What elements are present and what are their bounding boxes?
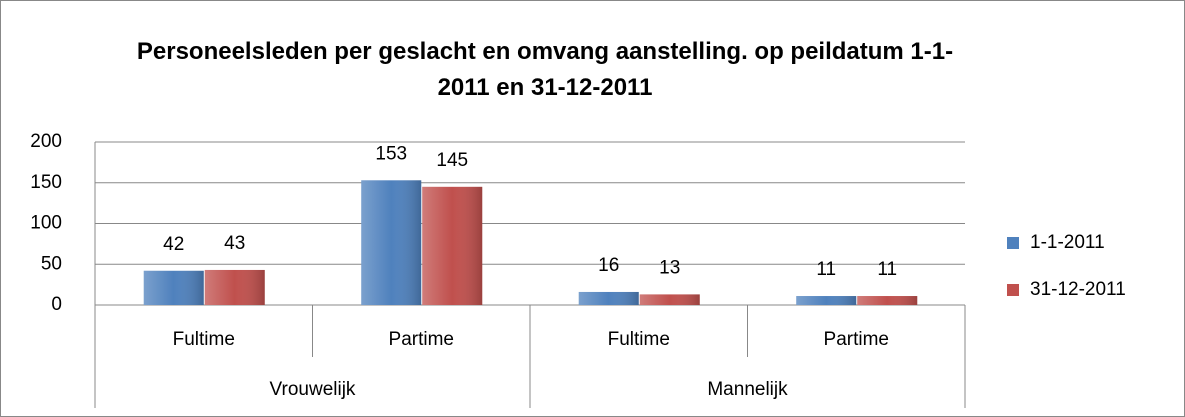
group-label: Vrouwelijk: [270, 379, 356, 400]
data-label: 13: [659, 257, 680, 278]
data-label: 153: [375, 143, 407, 164]
x-tick-label: Partime: [824, 329, 889, 350]
legend-label: 1-1-2011: [1030, 232, 1105, 253]
data-label: 16: [598, 255, 619, 276]
y-tick-label: 100: [30, 213, 62, 234]
legend-swatch: [1007, 284, 1019, 296]
legend-label: 31-12-2011: [1030, 279, 1126, 300]
bar-shade: [796, 296, 857, 305]
bar-shade: [361, 180, 422, 305]
group-label: Mannelijk: [707, 379, 788, 400]
legend-swatch: [1007, 237, 1019, 249]
y-tick-label: 0: [51, 294, 62, 315]
chart-title: Personeelsleden per geslacht en omvang a…: [136, 38, 954, 101]
bar-shade: [422, 186, 483, 305]
bar-shade: [578, 291, 639, 305]
data-label: 11: [877, 259, 897, 280]
data-label: 43: [224, 233, 245, 254]
data-label: 42: [163, 234, 184, 255]
y-tick-label: 50: [41, 253, 62, 274]
data-label: 145: [436, 150, 468, 171]
bar-shade: [204, 269, 265, 305]
x-tick-label: Fultime: [608, 329, 670, 350]
bar-shade: [143, 270, 204, 305]
y-tick-label: 200: [30, 131, 62, 152]
bar-shade: [639, 294, 700, 305]
x-tick-label: Fultime: [173, 329, 235, 350]
y-tick-label: 150: [30, 172, 62, 193]
x-tick-label: Partime: [389, 329, 454, 350]
bar-shade: [857, 296, 918, 305]
data-label: 11: [816, 259, 836, 280]
